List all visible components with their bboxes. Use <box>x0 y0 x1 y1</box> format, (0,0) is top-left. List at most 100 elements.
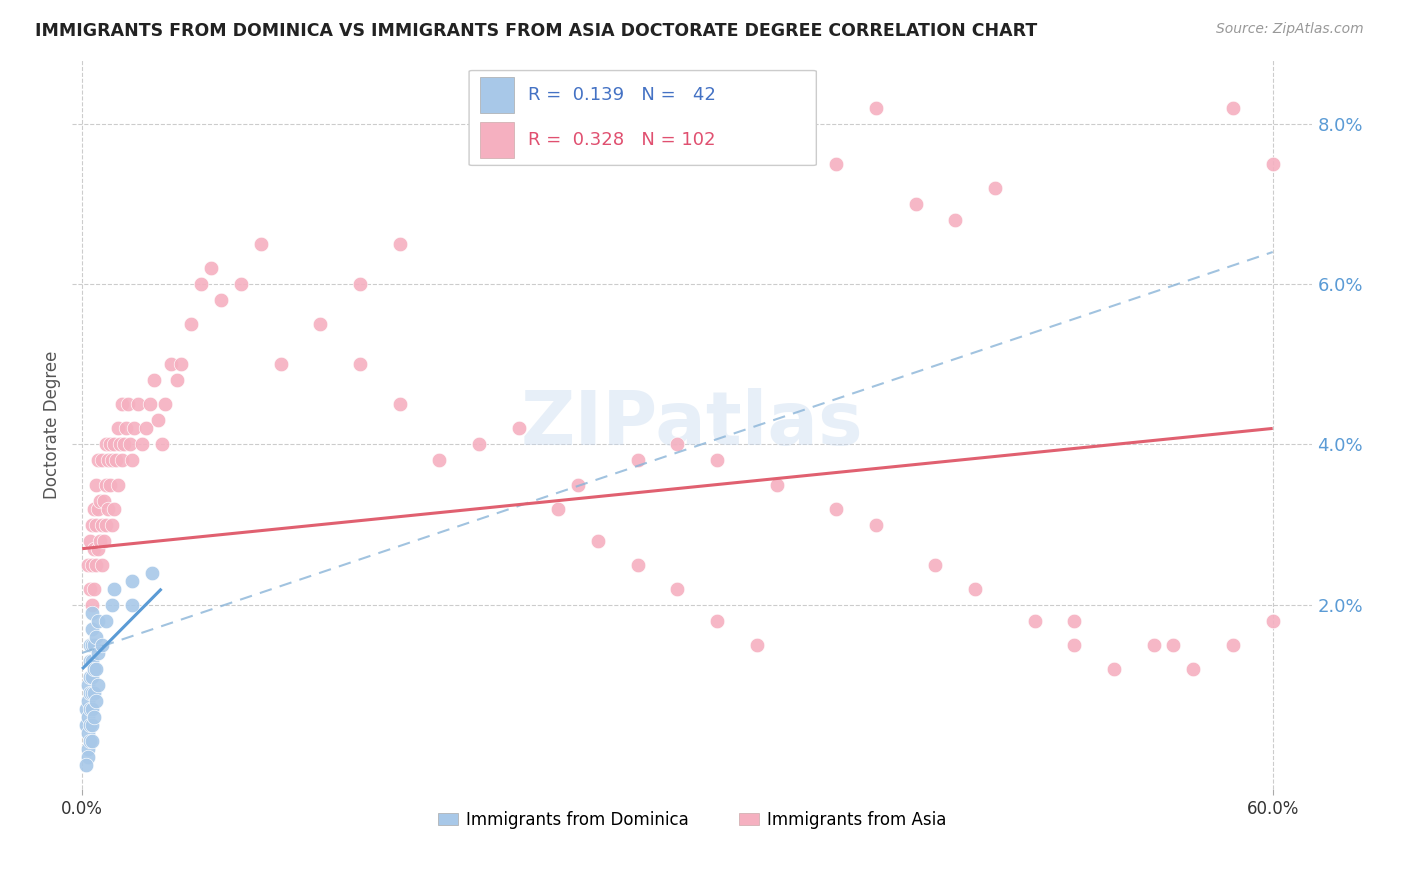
Point <box>586 533 609 548</box>
Point <box>80 558 103 572</box>
Point <box>91 517 114 532</box>
Point <box>97 453 120 467</box>
Point <box>984 181 1007 195</box>
Point <box>84 662 107 676</box>
Point <box>91 558 114 572</box>
Point <box>825 501 848 516</box>
Point <box>79 702 101 716</box>
Point <box>91 638 114 652</box>
Point <box>508 421 530 435</box>
Point <box>122 421 145 435</box>
Point <box>107 477 129 491</box>
Point <box>388 397 411 411</box>
Point <box>112 437 135 451</box>
Point <box>104 453 127 467</box>
Point <box>80 734 103 748</box>
Point <box>84 517 107 532</box>
Point <box>745 638 768 652</box>
Point <box>627 453 650 467</box>
Text: Source: ZipAtlas.com: Source: ZipAtlas.com <box>1216 22 1364 37</box>
Point <box>166 373 188 387</box>
Point <box>141 566 163 580</box>
Point <box>80 598 103 612</box>
Point <box>80 670 103 684</box>
Point <box>249 237 271 252</box>
Point <box>80 622 103 636</box>
Point <box>87 646 110 660</box>
Point <box>80 517 103 532</box>
Point <box>1024 614 1046 628</box>
Point <box>111 397 134 411</box>
Point <box>547 501 569 516</box>
Point <box>94 437 117 451</box>
Point <box>89 533 111 548</box>
Point <box>1222 638 1244 652</box>
Point <box>77 678 100 692</box>
Point <box>84 477 107 491</box>
Point <box>83 710 105 724</box>
Point <box>93 493 115 508</box>
Point <box>80 606 103 620</box>
Point <box>1261 157 1284 171</box>
Point <box>101 453 124 467</box>
Point <box>103 437 125 451</box>
Point <box>1163 638 1185 652</box>
Point <box>79 533 101 548</box>
Point <box>567 477 589 491</box>
Point <box>1102 662 1125 676</box>
Point <box>349 357 371 371</box>
Point <box>79 670 101 684</box>
Point <box>135 421 157 435</box>
Point <box>84 558 107 572</box>
Legend: Immigrants from Dominica, Immigrants from Asia: Immigrants from Dominica, Immigrants fro… <box>432 805 953 836</box>
Point <box>146 413 169 427</box>
Point <box>150 437 173 451</box>
Point <box>1261 614 1284 628</box>
Point <box>83 662 105 676</box>
Point <box>180 317 202 331</box>
Point <box>77 558 100 572</box>
Point <box>229 277 252 291</box>
Point <box>108 437 131 451</box>
Point <box>1143 638 1166 652</box>
Point <box>865 101 887 115</box>
Point <box>627 558 650 572</box>
Point <box>209 293 232 307</box>
Point <box>77 710 100 724</box>
Point <box>80 718 103 732</box>
Point <box>666 437 689 451</box>
Point <box>94 517 117 532</box>
Point <box>127 397 149 411</box>
Y-axis label: Doctorate Degree: Doctorate Degree <box>44 351 60 499</box>
Point <box>107 421 129 435</box>
Point <box>1222 101 1244 115</box>
Point <box>1063 638 1085 652</box>
Point <box>87 614 110 628</box>
Point <box>1063 614 1085 628</box>
Point <box>87 453 110 467</box>
Point <box>121 598 143 612</box>
Point <box>79 718 101 732</box>
Point <box>103 582 125 596</box>
Point <box>142 373 165 387</box>
Point <box>904 197 927 211</box>
Point <box>765 477 787 491</box>
Point <box>87 541 110 556</box>
Point <box>77 726 100 740</box>
Point <box>706 614 728 628</box>
Point <box>924 558 946 572</box>
Point <box>666 582 689 596</box>
Point <box>80 686 103 700</box>
Point <box>93 533 115 548</box>
Point <box>160 357 183 371</box>
Point <box>865 517 887 532</box>
Point <box>98 437 121 451</box>
Point <box>155 397 177 411</box>
Point <box>80 702 103 716</box>
Point <box>83 638 105 652</box>
Text: ZIPatlas: ZIPatlas <box>522 388 863 461</box>
Point <box>77 750 100 764</box>
Point <box>111 453 134 467</box>
Point <box>79 582 101 596</box>
Point <box>170 357 193 371</box>
